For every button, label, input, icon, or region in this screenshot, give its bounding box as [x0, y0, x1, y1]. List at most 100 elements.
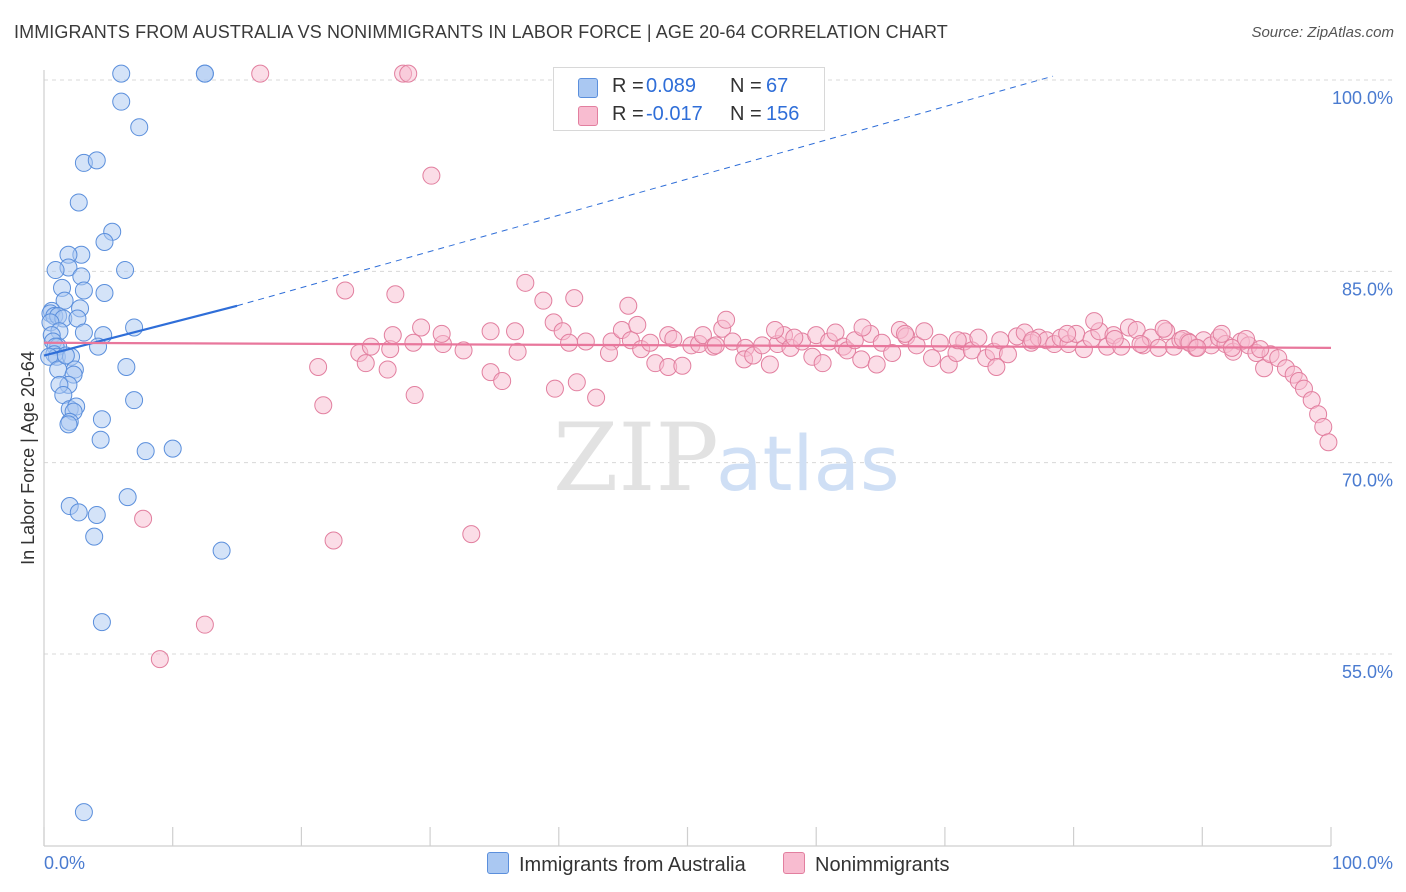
nonimmigrants-point: [853, 318, 872, 337]
series-legend-nonimmigrants[interactable]: Nonimmigrants: [783, 852, 949, 877]
nonimmigrants-point: [399, 64, 418, 83]
nonimmigrants-point: [454, 341, 473, 360]
series-legend-australia[interactable]: Immigrants from Australia: [487, 852, 746, 877]
australia-point: [92, 410, 111, 429]
australia-point: [74, 323, 93, 342]
australia-point: [46, 261, 65, 280]
australia-point: [130, 118, 149, 137]
legend-r-label: R =: [612, 75, 644, 97]
nonimmigrants-point: [314, 396, 333, 415]
nonimmigrants-point: [991, 331, 1010, 350]
australia-point: [118, 488, 137, 507]
nonimmigrants-point: [1212, 324, 1231, 343]
nonimmigrants-point: [619, 296, 638, 315]
australia-point: [74, 803, 93, 822]
nonimmigrants-point: [412, 318, 431, 337]
nonimmigrants-points: [134, 64, 1338, 669]
nonimmigrants-point: [987, 358, 1006, 376]
nonimmigrants-point: [673, 356, 692, 375]
chart-title: IMMIGRANTS FROM AUSTRALIA VS NONIMMIGRAN…: [14, 22, 948, 42]
australia-trend-line: [236, 75, 1054, 307]
nonimmigrants-point: [462, 525, 481, 544]
nonimmigrants-point: [930, 333, 949, 352]
nonimmigrants-point: [641, 333, 660, 352]
australia-point: [117, 358, 136, 376]
legend-n-label: N =: [730, 103, 762, 125]
australia-point: [87, 505, 106, 524]
australia-point: [69, 503, 88, 522]
legend-swatch-blue: [578, 78, 598, 98]
nonimmigrants-point: [628, 315, 647, 334]
nonimmigrants-point: [567, 373, 586, 392]
australia-point: [195, 64, 214, 83]
legend-r-value: -0.017: [646, 103, 703, 125]
australia-point: [87, 151, 106, 170]
nonimmigrants-point: [1251, 340, 1270, 359]
watermark-atlas: atlas: [716, 419, 900, 508]
nonimmigrants-point: [1237, 329, 1256, 348]
australia-point: [85, 527, 104, 546]
series-swatch-blue: [487, 852, 509, 874]
y-axis-tick-labels: 100.0% 85.0% 70.0% 55.0%: [1332, 88, 1393, 682]
nonimmigrants-point: [923, 349, 942, 368]
nonimmigrants-point: [324, 531, 343, 550]
watermark-zip: ZIP: [553, 404, 719, 513]
nonimmigrants-point: [534, 291, 553, 310]
australia-point: [112, 92, 131, 111]
nonimmigrants-point: [948, 331, 967, 350]
nonimmigrants-point: [405, 386, 424, 405]
australia-point: [95, 284, 114, 303]
x-tick-label: 100.0%: [1332, 853, 1393, 873]
australia-point: [91, 430, 110, 449]
nonimmigrants-point: [867, 355, 886, 374]
australia-point: [112, 64, 131, 83]
nonimmigrants-point: [785, 328, 804, 347]
nonimmigrants-point: [766, 321, 785, 340]
australia-point: [125, 391, 144, 410]
series-legend-label: Immigrants from Australia: [519, 854, 746, 876]
nonimmigrants-point: [576, 332, 595, 351]
nonimmigrants-point: [717, 310, 736, 329]
nonimmigrants-point: [432, 324, 451, 343]
legend-swatch-pink: [578, 106, 598, 126]
legend-r-value: 0.089: [646, 75, 697, 97]
nonimmigrants-point: [361, 337, 380, 356]
series-legend-label: Nonimmigrants: [815, 854, 950, 876]
nonimmigrants-point: [587, 388, 606, 407]
trend-lines: [43, 75, 1332, 357]
nonimmigrants-point: [545, 379, 564, 398]
nonimmigrants-point: [813, 354, 832, 373]
australia-point: [69, 193, 88, 212]
australia-point: [212, 541, 231, 560]
y-tick-label: 55.0%: [1342, 662, 1393, 682]
legend-n-value: 156: [766, 103, 800, 125]
australia-point: [116, 261, 135, 280]
nonimmigrants-point: [915, 322, 934, 341]
nonimmigrants-point: [508, 342, 527, 361]
nonimmigrants-point: [516, 273, 535, 292]
nonimmigrants-point: [664, 329, 683, 348]
grid-lines: [44, 79, 1394, 655]
australia-points: [40, 64, 231, 822]
nonimmigrants-point: [1023, 331, 1042, 350]
nonimmigrants-point: [356, 354, 375, 373]
nonimmigrants-point: [1131, 335, 1150, 354]
nonimmigrants-point: [599, 343, 618, 362]
nonimmigrants-point: [251, 64, 270, 83]
series-legend: Immigrants from Australia Nonimmigrants: [0, 852, 1406, 878]
nonimmigrants-point: [383, 326, 402, 345]
nonimmigrants-point: [760, 355, 779, 374]
legend-row-nonimmigrants: R = -0.017 N = 156: [554, 101, 824, 129]
y-tick-label: 70.0%: [1342, 471, 1393, 491]
nonimmigrants-point: [1319, 433, 1338, 452]
australia-point: [95, 232, 114, 251]
nonimmigrants-point: [134, 509, 153, 528]
nonimmigrants-point: [422, 166, 441, 185]
legend-n-label: N =: [730, 75, 762, 97]
nonimmigrants-point: [1085, 312, 1104, 331]
nonimmigrants-point: [336, 281, 355, 300]
nonimmigrants-point: [481, 322, 500, 341]
y-tick-label: 85.0%: [1342, 279, 1393, 299]
legend-r-label: R =: [612, 103, 644, 125]
